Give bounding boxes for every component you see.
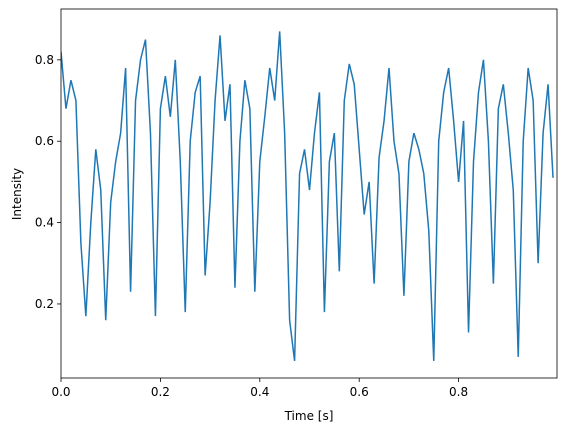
x-tick-label: 0.0 — [51, 385, 70, 399]
x-axis-label: Time [s] — [284, 409, 334, 423]
y-tick-label: 0.8 — [35, 53, 54, 67]
x-tick-label: 0.2 — [151, 385, 170, 399]
plot-frame — [60, 8, 558, 379]
line-series — [61, 31, 554, 362]
x-tick-label: 0.8 — [449, 385, 468, 399]
x-tick-label: 0.6 — [350, 385, 369, 399]
y-tick-label: 0.2 — [35, 297, 54, 311]
y-tick-label: 0.4 — [35, 216, 54, 230]
y-tick-label: 0.6 — [35, 134, 54, 148]
y-axis-label: Intensity — [10, 168, 24, 220]
x-tick-label: 0.4 — [250, 385, 269, 399]
